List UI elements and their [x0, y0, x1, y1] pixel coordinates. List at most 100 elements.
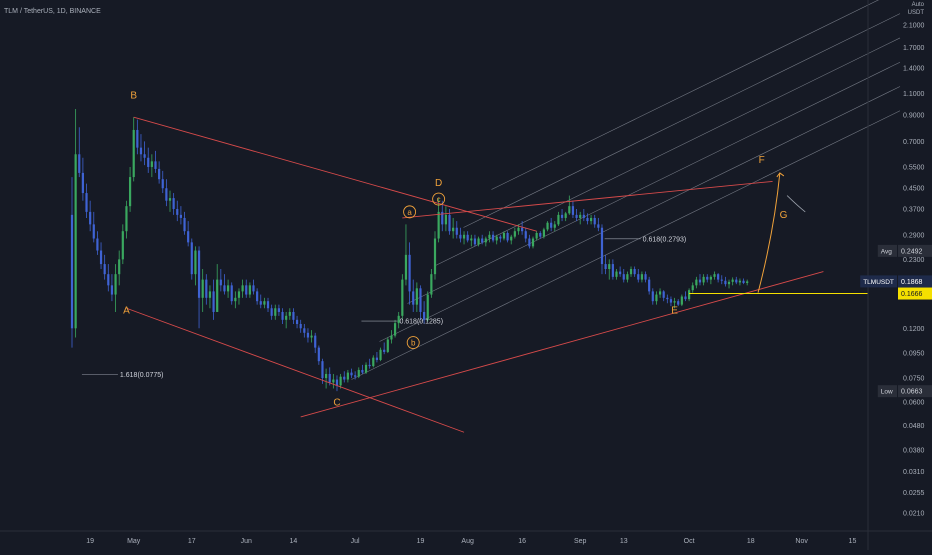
wave-label: a — [407, 208, 412, 217]
price-tick-label: 0.7000 — [903, 139, 925, 146]
candle-body — [194, 250, 197, 275]
time-tick-label: 19 — [86, 538, 94, 545]
candle-body — [415, 288, 418, 305]
candle-body — [172, 198, 175, 209]
candle-body — [386, 339, 389, 352]
candle-body — [197, 250, 201, 298]
price-marker-tag-label: TLMUSDT — [863, 279, 894, 286]
price-tick-label: 0.4500 — [903, 186, 925, 193]
candle-body — [99, 250, 103, 265]
time-tick-label: Jul — [351, 538, 360, 545]
candle-body — [706, 276, 709, 280]
candle-body — [85, 193, 88, 212]
candle-body — [568, 206, 571, 214]
candle-body — [517, 227, 520, 232]
candle-body — [92, 224, 95, 239]
candle-body — [709, 276, 712, 280]
pitchfork-line — [351, 110, 901, 380]
time-tick-label: Aug — [461, 538, 474, 545]
candle-body — [372, 357, 375, 367]
candle-body — [560, 214, 564, 218]
candle-body — [346, 372, 349, 380]
time-axis[interactable]: 19 May 17 Jun 14 Jul 19 Aug 16 Sep 13 Oct 18 Nov 15 — [0, 530, 932, 545]
candle-body — [176, 208, 179, 215]
time-tick-label: Jun — [241, 538, 252, 545]
candle-body — [724, 280, 727, 285]
candle-body — [448, 214, 451, 232]
candle-body — [103, 264, 106, 275]
candle-body — [354, 375, 357, 377]
price-tick-label: 0.2900 — [903, 232, 925, 239]
candle-body — [314, 335, 317, 348]
candle-body — [165, 188, 168, 201]
candle-body — [433, 238, 437, 275]
candle-body — [455, 227, 458, 235]
candle-body — [375, 357, 379, 360]
candle-body — [266, 301, 270, 309]
candle-body — [481, 238, 484, 243]
candle-body — [281, 311, 284, 320]
candle-body — [452, 227, 455, 232]
candle-body — [648, 279, 651, 292]
price-axis[interactable]: 2.1000 1.7000 1.4000 1.1000 0.9000 0.7000 0.55… — [860, 0, 932, 550]
candle-body — [89, 211, 92, 225]
candle-body — [688, 290, 691, 300]
candle-body — [110, 285, 114, 295]
price-marker-box — [898, 385, 932, 398]
price-tick-label: 0.1200 — [903, 326, 925, 333]
price-tick-label: 0.0950 — [903, 351, 925, 358]
candle-body — [335, 379, 339, 386]
candle-body — [350, 372, 353, 376]
candle-body — [499, 236, 502, 239]
candle-body — [717, 274, 720, 280]
candle-body — [303, 328, 306, 333]
price-marker-tag-label: Avg — [881, 248, 892, 255]
time-tick-label: Oct — [684, 538, 695, 545]
candle-body — [419, 288, 422, 312]
time-tick-label: 14 — [290, 538, 298, 545]
projection-down-arc — [786, 195, 806, 213]
price-marker-box — [898, 244, 932, 257]
candle-body — [361, 369, 364, 373]
wave-label: B — [130, 90, 137, 101]
wave-labels: A B Ca b cD E F G — [123, 90, 787, 408]
candle-body — [234, 297, 237, 302]
candle-body — [270, 308, 273, 316]
candle-body — [158, 168, 161, 180]
candle-body — [295, 319, 299, 324]
candle-body — [488, 234, 491, 239]
projection-arc — [757, 172, 781, 293]
time-tick-label: Nov — [795, 538, 808, 545]
pitchfork-line — [379, 86, 901, 342]
scale-mode-label[interactable]: Auto — [912, 2, 925, 8]
price-tick-label: 0.0310 — [903, 469, 925, 476]
candle-body — [513, 231, 516, 237]
candle-body — [321, 361, 324, 379]
candle-body — [216, 279, 219, 312]
candle-body — [521, 227, 524, 232]
candle-body — [70, 214, 74, 329]
candle-body — [459, 234, 462, 239]
candle-body — [256, 291, 259, 302]
pitchfork-line — [463, 13, 901, 228]
candle-body — [651, 291, 654, 302]
candle-body — [553, 224, 556, 228]
candle-body — [310, 335, 313, 338]
candle-body — [285, 315, 288, 320]
candle-body — [608, 264, 611, 269]
candle-body — [528, 238, 531, 247]
time-tick-label: Sep — [574, 538, 587, 545]
candle-body — [226, 285, 230, 292]
candle-body — [662, 291, 665, 298]
candle-body — [597, 224, 600, 228]
candle-body — [702, 276, 705, 283]
candle-body — [615, 271, 618, 277]
candle-body — [466, 234, 469, 241]
candle-body — [680, 296, 683, 305]
price-tick-label: 0.2300 — [903, 257, 925, 264]
wave-label: C — [333, 397, 340, 408]
channel-upper-line — [133, 116, 537, 232]
candle-body — [564, 213, 567, 218]
